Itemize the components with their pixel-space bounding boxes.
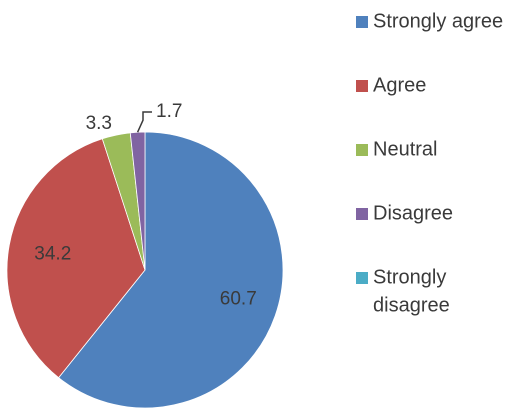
data-label-agree: 34.2 <box>34 244 71 265</box>
leader-line-disagree <box>136 111 152 133</box>
legend-swatch <box>356 144 368 156</box>
pie-slice-strongly-agree <box>58 131 284 409</box>
legend-item-neutral: Neutral <box>356 138 437 160</box>
data-label-disagree: 1.7 <box>156 101 182 122</box>
legend-swatch <box>356 16 368 28</box>
pie-slice-agree <box>6 138 146 379</box>
legend-item-disagree: Disagree <box>356 202 453 224</box>
pie-data-labels: 60.7 34.2 3.3 1.7 <box>34 101 256 309</box>
legend-item-strongly-agree: Strongly agree <box>356 10 503 32</box>
legend-swatch <box>356 80 368 92</box>
legend-label: Neutral <box>373 138 437 160</box>
legend-swatch <box>356 208 368 220</box>
legend-label: Agree <box>373 74 426 96</box>
legend-label: disagree <box>373 294 450 316</box>
data-label-neutral: 3.3 <box>86 113 112 134</box>
legend-item-strongly-disagree: Strongly disagree <box>356 266 450 316</box>
data-label-strongly-agree: 60.7 <box>220 288 257 309</box>
legend-label: Strongly <box>373 266 446 288</box>
legend-label: Disagree <box>373 202 453 224</box>
pie-slices <box>6 131 284 409</box>
legend-item-agree: Agree <box>356 74 426 96</box>
legend-swatch <box>356 272 368 284</box>
legend: Strongly agree Agree Neutral Disagree Strong… <box>356 10 503 316</box>
legend-label: Strongly agree <box>373 10 503 32</box>
